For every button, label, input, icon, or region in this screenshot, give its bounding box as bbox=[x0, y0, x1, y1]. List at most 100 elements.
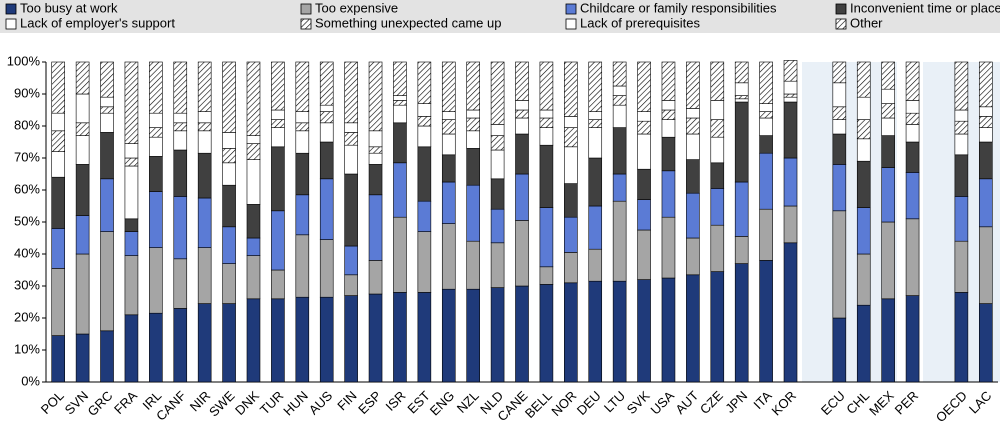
bar-segment bbox=[515, 173, 529, 221]
bar-segment bbox=[734, 98, 749, 103]
x-tick-label: USA bbox=[648, 388, 678, 418]
bar-segment bbox=[75, 253, 90, 335]
bar-segment bbox=[271, 210, 285, 271]
bar-segment bbox=[783, 101, 798, 159]
bar-segment bbox=[417, 103, 432, 117]
bar-segment bbox=[734, 95, 749, 100]
bar-segment bbox=[978, 178, 993, 228]
bar-segment bbox=[954, 240, 969, 293]
bar-segment bbox=[100, 106, 114, 114]
bar-segment bbox=[661, 216, 676, 279]
bar-segment bbox=[759, 61, 773, 104]
bar-segment bbox=[222, 148, 236, 164]
bar-segment bbox=[319, 104, 334, 112]
bar-segment bbox=[734, 263, 749, 383]
bar-segment bbox=[539, 144, 554, 208]
bar-segment bbox=[100, 231, 114, 332]
bar-segment bbox=[173, 122, 188, 132]
bar-segment bbox=[564, 252, 578, 284]
bar-segment bbox=[783, 80, 798, 95]
bar-segment bbox=[978, 106, 993, 117]
bar-segment bbox=[759, 260, 773, 383]
bar-segment bbox=[441, 223, 456, 290]
x-tick-label: CZE bbox=[697, 388, 726, 417]
bar-segment bbox=[539, 266, 554, 285]
bar-segment bbox=[881, 221, 895, 300]
bar-segment bbox=[319, 239, 334, 298]
x-tick-label: EST bbox=[404, 388, 433, 417]
bar-segment bbox=[124, 143, 139, 159]
x-tick-label: AUT bbox=[672, 388, 701, 417]
bar-segment bbox=[734, 101, 749, 183]
y-tick-label: 60% bbox=[14, 181, 40, 196]
bar-segment bbox=[368, 293, 383, 383]
bar-segment bbox=[856, 96, 871, 120]
bar-segment bbox=[319, 122, 334, 143]
bar-segment bbox=[271, 119, 285, 128]
bar-segment bbox=[441, 288, 456, 383]
bar-segment bbox=[222, 61, 236, 133]
bar-segment bbox=[149, 247, 163, 314]
bar-segment bbox=[734, 236, 749, 264]
bar-segment bbox=[832, 119, 847, 135]
bar-segment bbox=[149, 127, 163, 138]
bar-segment bbox=[978, 141, 993, 180]
bar-segment bbox=[100, 178, 114, 232]
bar-segment bbox=[368, 152, 383, 165]
y-tick-label: 90% bbox=[14, 85, 40, 100]
legend-swatch bbox=[300, 18, 312, 30]
bar-segment bbox=[295, 122, 310, 132]
bar-segment bbox=[832, 210, 847, 319]
bar-segment bbox=[246, 143, 261, 160]
bar-segment bbox=[515, 220, 529, 287]
bar-segment bbox=[344, 122, 358, 133]
bar-segment bbox=[490, 208, 505, 244]
bar-segment bbox=[954, 109, 969, 122]
bar-segment bbox=[759, 117, 773, 136]
bar-segment bbox=[564, 183, 578, 218]
bar-segment bbox=[783, 205, 798, 244]
bar-segment bbox=[124, 157, 139, 167]
bar-segment bbox=[710, 119, 725, 138]
bar-segment bbox=[515, 285, 529, 383]
bar-segment bbox=[368, 61, 383, 132]
bar-segment bbox=[75, 93, 90, 124]
bar-segment bbox=[905, 61, 920, 101]
bar-segment bbox=[441, 181, 456, 224]
bar-segment bbox=[734, 181, 749, 237]
bar-segment bbox=[246, 255, 261, 300]
bar-segment bbox=[197, 61, 212, 112]
bar-segment bbox=[100, 112, 114, 133]
bar-segment bbox=[954, 133, 969, 156]
bar-segment bbox=[686, 159, 700, 194]
bar-segment bbox=[978, 303, 993, 383]
bar-segment bbox=[637, 133, 651, 170]
bar-segment bbox=[271, 269, 285, 300]
x-tick-label: FIN bbox=[334, 388, 359, 413]
bar-segment bbox=[100, 96, 114, 108]
legend-label: Childcare or family responsibilities bbox=[580, 0, 777, 15]
bar-segment bbox=[417, 61, 432, 104]
bar-segment bbox=[222, 263, 236, 304]
bar-segment bbox=[75, 135, 90, 165]
bar-segment bbox=[686, 237, 700, 276]
bar-segment bbox=[100, 132, 114, 180]
bar-segment bbox=[51, 335, 66, 383]
legend-label: Too expensive bbox=[315, 0, 398, 15]
bar-segment bbox=[124, 218, 139, 232]
bar-segment bbox=[393, 104, 407, 124]
bar-segment bbox=[319, 178, 334, 240]
bar-segment bbox=[832, 133, 847, 165]
bar-segment bbox=[954, 154, 969, 197]
x-tick-label: ESP bbox=[355, 388, 384, 417]
bar-segment bbox=[978, 127, 993, 143]
y-tick-label: 10% bbox=[14, 341, 40, 356]
bar-segment bbox=[466, 61, 480, 111]
bar-segment bbox=[881, 135, 895, 168]
bar-segment bbox=[564, 116, 578, 128]
bar-segment bbox=[856, 61, 871, 98]
bar-segment bbox=[881, 167, 895, 223]
bar-segment bbox=[490, 242, 505, 288]
bar-segment bbox=[710, 136, 725, 164]
bar-segment bbox=[441, 154, 456, 183]
